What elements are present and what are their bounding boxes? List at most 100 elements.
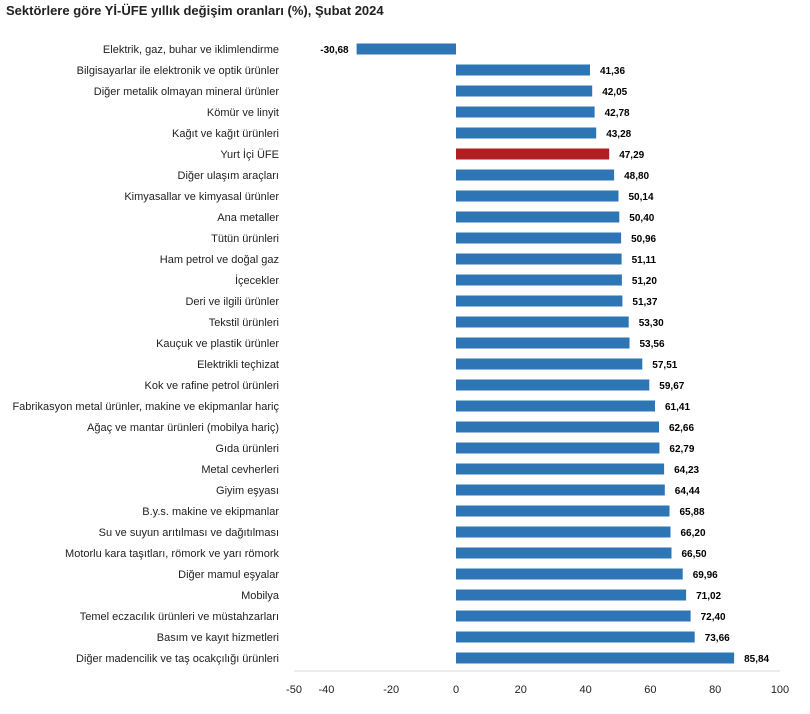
value-label: 65,88 xyxy=(680,507,705,518)
x-tick-label: 20 xyxy=(515,684,527,696)
value-label: 53,56 xyxy=(640,339,665,350)
bar xyxy=(456,106,595,118)
bar xyxy=(456,463,665,475)
value-label: 59,67 xyxy=(659,381,684,392)
value-label: 41,36 xyxy=(600,66,625,77)
bar xyxy=(456,148,610,160)
value-label: -30,68 xyxy=(320,45,349,56)
bar xyxy=(456,568,683,580)
value-label: 50,40 xyxy=(629,213,654,224)
category-label: Tütün ürünleri xyxy=(211,233,279,245)
value-label: 42,05 xyxy=(602,87,627,98)
value-label: 51,37 xyxy=(632,297,657,308)
value-label: 62,66 xyxy=(669,423,694,434)
value-label: 51,20 xyxy=(632,276,657,287)
bar xyxy=(456,400,655,412)
bar xyxy=(456,295,623,307)
category-label: Deri ve ilgili ürünler xyxy=(185,296,279,308)
category-label: Fabrikasyon metal ürünler, makine ve eki… xyxy=(12,401,279,413)
category-label: Su ve suyun arıtılması ve dağıtılması xyxy=(99,527,279,539)
bar xyxy=(456,547,672,559)
x-tick-label: -50 xyxy=(286,684,302,696)
value-label: 50,96 xyxy=(631,234,656,245)
category-label: Elektrik, gaz, buhar ve iklimlendirme xyxy=(103,44,279,56)
value-label: 73,66 xyxy=(705,633,730,644)
x-tick-label: 100 xyxy=(771,684,789,696)
value-label: 64,23 xyxy=(674,465,699,476)
bar xyxy=(456,379,650,391)
x-tick-label: -20 xyxy=(383,684,399,696)
bar xyxy=(456,442,660,454)
category-label: Diğer madencilik ve taş ocakçılığı ürünl… xyxy=(76,653,279,665)
value-label: 62,79 xyxy=(669,444,694,455)
category-label: Elektrikli teçhizat xyxy=(197,359,279,371)
bar xyxy=(356,43,456,55)
bar xyxy=(456,64,590,76)
category-label: Yurt İçi ÜFE xyxy=(220,148,279,161)
bar xyxy=(456,274,622,286)
value-labels: -30,68 41,36 42,05 42,78 43,28 47,29 48,80 50,1… xyxy=(320,45,769,665)
category-label: Giyim eşyası xyxy=(216,485,279,497)
category-label: Temel eczacılık ürünleri ve müstahzarlar… xyxy=(80,611,279,623)
category-label: Diğer mamul eşyalar xyxy=(178,569,279,581)
value-label: 43,28 xyxy=(606,129,631,140)
bar xyxy=(456,652,735,664)
value-label: 85,84 xyxy=(744,654,769,665)
x-axis: -50 -40 -20 0 20 40 60 80 100 xyxy=(286,670,789,696)
bar xyxy=(456,526,671,538)
category-label: Kağıt ve kağıt ürünleri xyxy=(172,128,279,140)
bar xyxy=(456,484,665,496)
category-label: B.y.s. makine ve ekipmanlar xyxy=(142,506,279,518)
category-label: Ağaç ve mantar ürünleri (mobilya hariç) xyxy=(87,422,279,434)
bar xyxy=(456,232,622,244)
bar xyxy=(456,211,620,223)
value-label: 48,80 xyxy=(624,171,649,182)
category-label: Gıda ürünleri xyxy=(215,443,279,455)
category-label: Kimyasallar ve kimyasal ürünler xyxy=(124,191,279,203)
bar xyxy=(456,505,670,517)
category-label: Metal cevherleri xyxy=(201,464,279,476)
bar xyxy=(456,358,643,370)
value-label: 66,50 xyxy=(682,549,707,560)
bar xyxy=(456,421,659,433)
bar xyxy=(456,610,691,622)
value-label: 42,78 xyxy=(605,108,630,119)
bar xyxy=(456,316,629,328)
bar xyxy=(456,631,695,643)
value-label: 47,29 xyxy=(619,150,644,161)
category-label: Ham petrol ve doğal gaz xyxy=(160,254,279,266)
category-label: Basım ve kayıt hizmetleri xyxy=(157,632,279,644)
value-label: 64,44 xyxy=(675,486,700,497)
value-label: 69,96 xyxy=(693,570,718,581)
x-tick-label: 40 xyxy=(579,684,591,696)
value-label: 72,40 xyxy=(701,612,726,623)
bar xyxy=(456,253,622,265)
bar xyxy=(456,589,687,601)
bar xyxy=(456,85,593,97)
bar xyxy=(456,127,597,139)
category-label: İçecekler xyxy=(235,274,279,287)
bar xyxy=(456,190,619,202)
category-label: Kok ve rafine petrol ürünleri xyxy=(144,380,279,392)
category-label: Motorlu kara taşıtları, römork ve yarı r… xyxy=(65,548,279,560)
chart-title: Sektörlere göre Yİ-ÜFE yıllık değişim or… xyxy=(6,3,384,18)
x-tick-label: 80 xyxy=(709,684,721,696)
category-label: Ana metaller xyxy=(217,212,279,224)
x-tick-label: -40 xyxy=(318,684,334,696)
x-tick-label: 0 xyxy=(453,684,459,696)
value-label: 50,14 xyxy=(629,192,654,203)
category-label: Diğer metalik olmayan mineral ürünler xyxy=(94,86,280,98)
value-label: 53,30 xyxy=(639,318,664,329)
value-label: 61,41 xyxy=(665,402,690,413)
category-label: Kömür ve linyit xyxy=(207,107,279,119)
bars xyxy=(356,43,735,664)
category-label: Diğer ulaşım araçları xyxy=(178,170,279,182)
category-label: Bilgisayarlar ile elektronik ve optik ür… xyxy=(77,65,280,77)
bar xyxy=(456,169,615,181)
value-label: 66,20 xyxy=(681,528,706,539)
category-label: Mobilya xyxy=(241,590,280,602)
bar xyxy=(456,337,630,349)
category-labels: Elektrik, gaz, buhar ve iklimlendirme Bil… xyxy=(12,44,279,665)
category-label: Kauçuk ve plastik ürünler xyxy=(156,338,279,350)
